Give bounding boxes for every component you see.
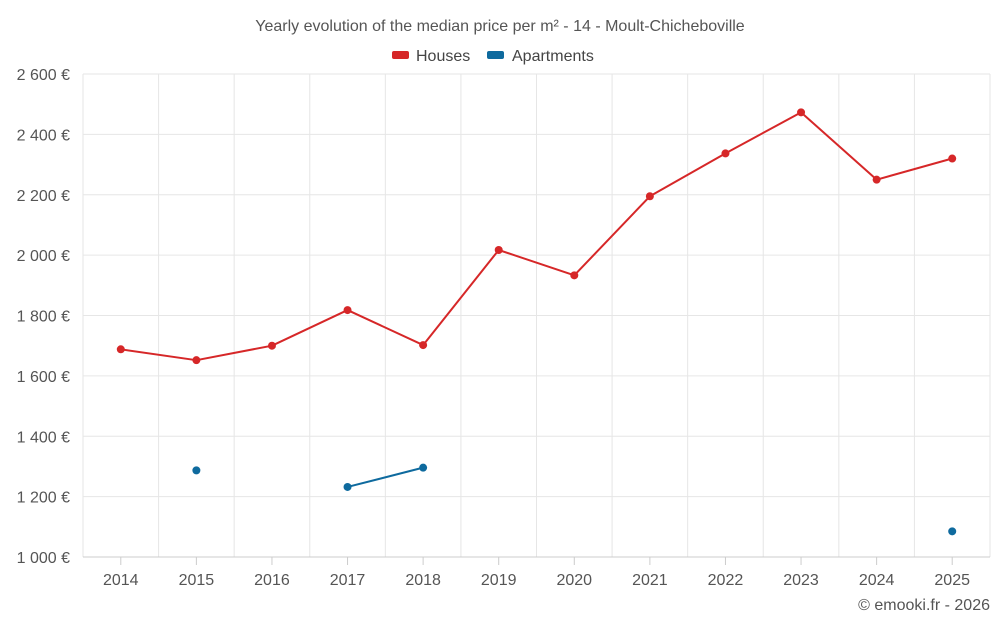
x-tick-label: 2019 (481, 572, 517, 589)
y-tick-label: 1 800 € (17, 309, 70, 326)
line-segment-houses (195, 344, 273, 362)
y-tick-label: 2 200 € (17, 188, 70, 205)
credit-text: © emooki.fr - 2026 (858, 597, 990, 614)
y-tick-label: 2 400 € (17, 127, 70, 144)
y-tick-label: 1 600 € (17, 369, 70, 386)
legend-item-houses[interactable]: Houses (392, 48, 470, 65)
data-point-houses-2024[interactable] (872, 175, 881, 184)
legend: Houses Apartments (392, 48, 594, 65)
y-axis-ticks: 1 000 € 1 200 € 1 400 € 1 600 € 1 800 € 2 000… (17, 67, 70, 567)
line-segment-apartments (346, 466, 425, 488)
legend-swatch-houses (392, 51, 409, 59)
data-point-houses-2015[interactable] (192, 356, 201, 365)
x-tick-label: 2023 (783, 572, 819, 589)
x-tick-label: 2015 (179, 572, 215, 589)
y-tick-label: 1 400 € (17, 429, 70, 446)
x-tick-label: 2014 (103, 572, 139, 589)
data-point-apartments-2025[interactable] (948, 527, 957, 536)
data-point-apartments-2017[interactable] (343, 482, 352, 491)
y-tick-label: 1 000 € (17, 550, 70, 567)
grid (82, 73, 991, 558)
y-tick-label: 2 600 € (17, 67, 70, 84)
series (116, 108, 957, 536)
y-tick-label: 1 200 € (17, 490, 70, 507)
line-segment-houses (119, 348, 198, 362)
line-segment-houses (422, 248, 500, 347)
line-segment-houses (346, 309, 425, 347)
x-tick-label: 2020 (556, 572, 592, 589)
x-tick-label: 2017 (330, 572, 366, 589)
data-point-houses-2021[interactable] (645, 192, 654, 201)
data-point-houses-2025[interactable] (948, 154, 957, 163)
x-axis-ticks: 2014 2015 2016 2017 2018 2019 2020 2021 2022 2023… (103, 557, 970, 589)
y-tick-label: 2 000 € (17, 248, 70, 265)
data-point-apartments-2018[interactable] (419, 463, 428, 472)
x-tick-label: 2018 (405, 572, 441, 589)
x-tick-label: 2022 (708, 572, 744, 589)
x-tick-label: 2021 (632, 572, 668, 589)
data-point-houses-2017[interactable] (343, 306, 352, 315)
line-segment-houses (497, 248, 576, 277)
line-segment-houses (648, 152, 727, 198)
legend-label-apartments: Apartments (512, 48, 594, 65)
data-point-houses-2018[interactable] (419, 341, 428, 350)
line-segment-houses (724, 111, 803, 155)
series-apartments (192, 463, 957, 536)
legend-item-apartments[interactable]: Apartments (487, 48, 594, 65)
data-point-houses-2020[interactable] (570, 271, 579, 280)
data-point-apartments-2015[interactable] (192, 466, 201, 475)
line-segment-houses (875, 157, 954, 181)
series-houses (116, 108, 957, 365)
line-segment-houses (270, 309, 349, 347)
x-tick-label: 2016 (254, 572, 290, 589)
data-point-houses-2023[interactable] (797, 108, 806, 117)
chart-title: Yearly evolution of the median price per… (255, 18, 745, 35)
x-tick-label: 2025 (934, 572, 970, 589)
line-segment-houses (800, 111, 878, 181)
data-point-houses-2019[interactable] (494, 245, 503, 254)
x-tick-label: 2024 (859, 572, 895, 589)
line-segment-houses (573, 195, 651, 277)
legend-swatch-apartments (487, 51, 504, 59)
data-point-houses-2022[interactable] (721, 149, 730, 158)
legend-label-houses: Houses (416, 48, 470, 65)
data-point-houses-2014[interactable] (116, 345, 125, 354)
data-point-houses-2016[interactable] (267, 341, 276, 350)
